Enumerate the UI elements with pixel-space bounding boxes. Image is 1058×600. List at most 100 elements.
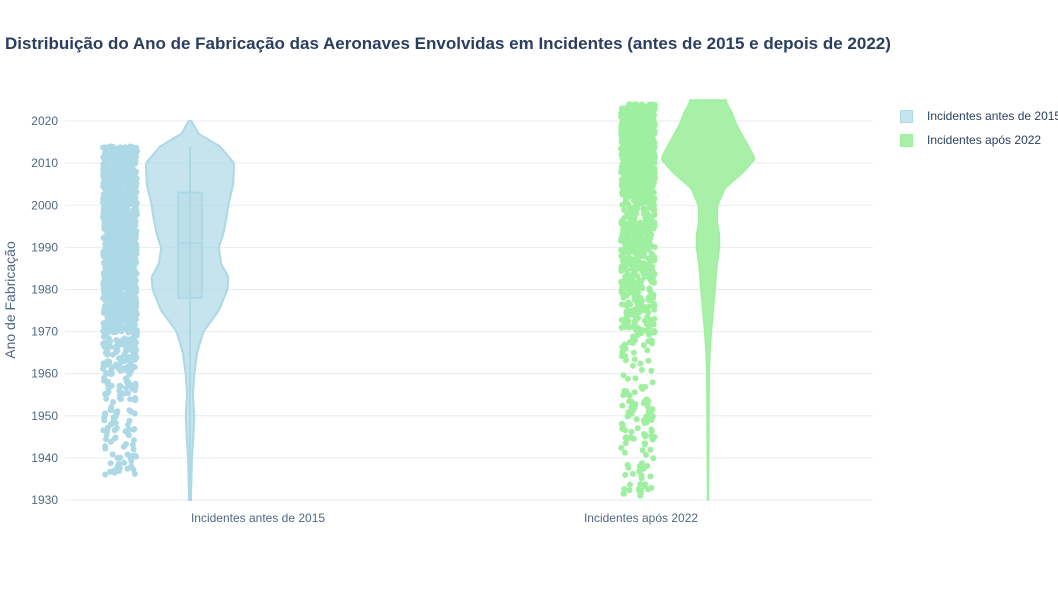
point-0-1308 — [128, 224, 134, 230]
outlier-1-20 — [625, 462, 631, 468]
point-0-1280 — [116, 342, 122, 348]
legend-label-before-2015: Incidentes antes de 2015 — [927, 109, 1058, 123]
point-1-1336 — [632, 226, 638, 232]
point-1-1372 — [636, 122, 642, 128]
point-0-1312 — [110, 276, 116, 282]
point-0-1397 — [105, 152, 111, 158]
point-1-1394 — [634, 133, 640, 139]
point-0-1318 — [104, 285, 110, 291]
point-1-688 — [630, 363, 636, 369]
point-0-982 — [114, 348, 120, 354]
point-1-426 — [632, 356, 638, 362]
point-1-1055 — [627, 482, 633, 488]
point-1-781 — [621, 372, 627, 378]
point-1-1273 — [630, 289, 636, 295]
outlier-1-16 — [645, 403, 651, 409]
point-1-1173 — [644, 347, 650, 353]
outlier-0-25 — [108, 371, 114, 377]
point-0-1196 — [101, 223, 107, 229]
point-1-1312 — [631, 350, 637, 356]
point-0-1298 — [112, 256, 118, 262]
point-1-1320 — [632, 213, 638, 219]
point-0-1374 — [109, 169, 115, 175]
point-1-1303 — [620, 149, 626, 155]
point-0-1341 — [116, 195, 122, 201]
outlier-0-30 — [112, 436, 118, 442]
point-0-1388 — [104, 193, 110, 199]
point-1-1368 — [647, 153, 653, 159]
point-0-1326 — [107, 359, 113, 365]
outlier-0-4 — [117, 465, 123, 471]
point-0-1344 — [119, 168, 125, 174]
point-1-1305 — [621, 219, 627, 225]
point-1-1184 — [624, 283, 630, 289]
point-1-1277 — [633, 101, 639, 107]
point-0-1290 — [102, 212, 108, 218]
legend-item-after-2022[interactable]: Incidentes após 2022 — [900, 128, 1058, 152]
point-0-1263 — [121, 340, 127, 346]
y-tick-1970: 1970 — [31, 325, 58, 339]
point-0-1131 — [132, 322, 138, 328]
point-1-1375 — [623, 118, 629, 124]
point-0-1173 — [118, 144, 124, 150]
point-0-1349 — [113, 305, 119, 311]
point-0-505 — [102, 412, 108, 418]
point-0-1359 — [108, 292, 114, 298]
outlier-1-37 — [629, 399, 635, 405]
outlier-1-32 — [648, 412, 654, 418]
point-0-1229 — [117, 252, 123, 258]
point-1-991 — [639, 475, 645, 481]
point-0-1246 — [121, 460, 127, 466]
point-1-1140 — [651, 257, 657, 263]
point-1-1333 — [645, 166, 651, 172]
point-1-1373 — [634, 170, 640, 176]
point-1-1258 — [648, 368, 654, 374]
point-1-1314 — [647, 287, 653, 293]
point-0-1372 — [118, 214, 124, 220]
point-1-1310 — [637, 220, 643, 226]
point-1-1382 — [646, 139, 652, 145]
outlier-1-34 — [640, 447, 646, 453]
point-1-1380 — [634, 332, 640, 338]
point-0-1255 — [102, 262, 108, 268]
point-1-1276 — [630, 240, 636, 246]
outlier-0-33 — [114, 425, 120, 431]
outlier-0-5 — [109, 383, 115, 389]
point-1-1000 — [638, 361, 644, 367]
point-1-1338 — [643, 220, 649, 226]
legend[interactable]: Incidentes antes de 2015 Incidentes após… — [900, 104, 1058, 152]
point-0-1177 — [123, 149, 129, 155]
point-0-1321 — [130, 314, 136, 320]
point-0-1342 — [115, 206, 121, 212]
point-1-1176 — [644, 306, 650, 312]
point-0-1334 — [114, 170, 120, 176]
point-1-1096 — [649, 429, 655, 435]
outlier-1-28 — [620, 422, 626, 428]
point-1-1396 — [632, 318, 638, 324]
point-0-1389 — [110, 187, 116, 193]
outlier-0-28 — [106, 389, 112, 395]
point-1-1193 — [639, 227, 645, 233]
point-1-1360 — [632, 127, 638, 133]
legend-item-before-2015[interactable]: Incidentes antes de 2015 — [900, 104, 1058, 128]
violins — [100, 100, 754, 500]
point-1-766 — [650, 379, 656, 385]
point-1-1352 — [618, 253, 624, 259]
point-0-1204 — [132, 189, 138, 195]
point-1-1220 — [636, 325, 642, 331]
y-tick-1940: 1940 — [31, 451, 58, 465]
y-tick-2020: 2020 — [31, 114, 58, 128]
point-0-1275 — [120, 312, 126, 318]
point-1-1330 — [644, 181, 650, 187]
point-1-322 — [618, 445, 624, 451]
point-1-1036 — [624, 211, 630, 217]
point-0-1373 — [129, 147, 135, 153]
point-1-1318 — [619, 291, 625, 297]
outlier-0-35 — [118, 396, 124, 402]
point-1-1346 — [650, 223, 656, 229]
point-1-1327 — [632, 405, 638, 411]
x-tick-0: Incidentes antes de 2015 — [191, 511, 325, 525]
point-1-1392 — [646, 229, 652, 235]
outlier-0-11 — [117, 383, 123, 389]
outlier-1-22 — [632, 389, 638, 395]
